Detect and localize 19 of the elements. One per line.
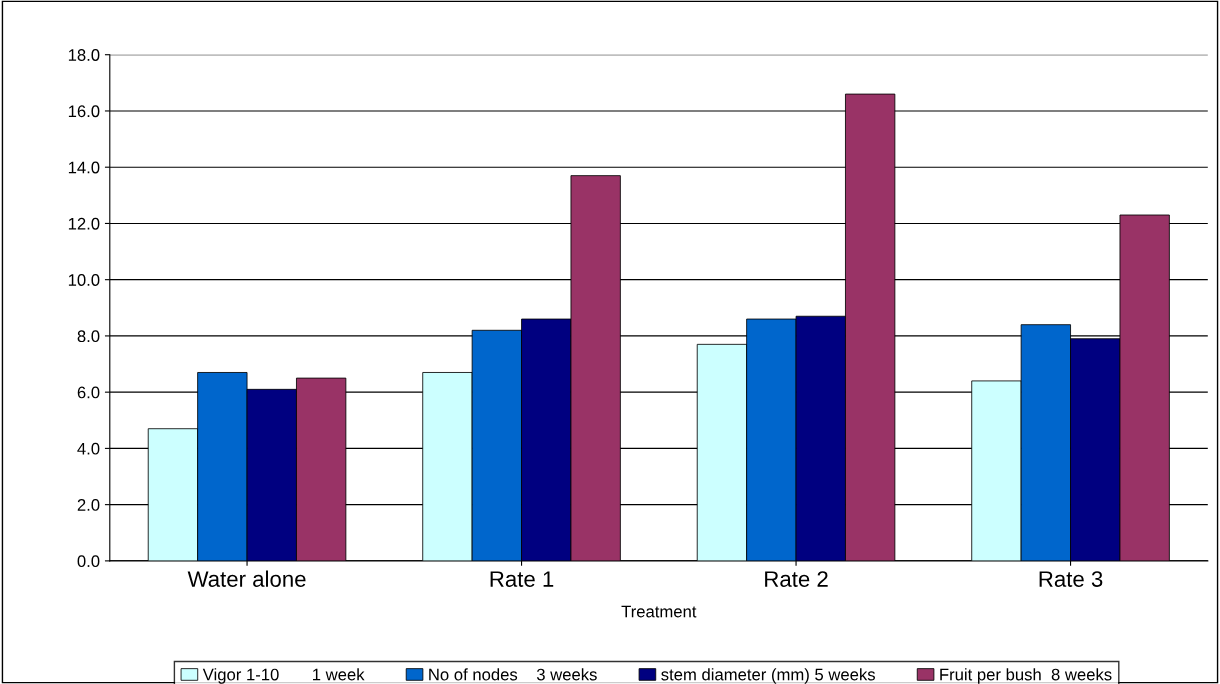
x-tick-label: Rate 2 (765, 571, 828, 587)
y-tick-label: 4.0 (77, 442, 100, 455)
y-tick-label: 0.0 (77, 555, 100, 568)
legend-label: No of nodes 3 weeks (429, 668, 597, 681)
y-tick-label: 10.0 (68, 274, 100, 286)
x-axis-title: Treatment (621, 605, 697, 618)
legend-label: Fruit per bush 8 weeks (940, 668, 1112, 684)
x-tick-label: Rate 1 (490, 571, 554, 587)
y-tick-label: 14.0 (68, 161, 100, 174)
y-tick-label: 8.0 (77, 330, 100, 343)
y-tick-label: 2.0 (77, 499, 100, 511)
y-tick-label: 18.0 (68, 49, 100, 61)
x-tick-label: Water alone (187, 570, 306, 587)
y-tick-label: 6.0 (77, 386, 100, 399)
y-tick-label: 16.0 (68, 105, 100, 118)
legend-label: Vigor 1-10 1 week (202, 668, 365, 684)
legend-label: stem diameter (mm) 5 weeks (661, 668, 875, 684)
x-tick-label: Rate 3 (1039, 571, 1103, 587)
y-tick-label: 12.0 (68, 217, 100, 230)
